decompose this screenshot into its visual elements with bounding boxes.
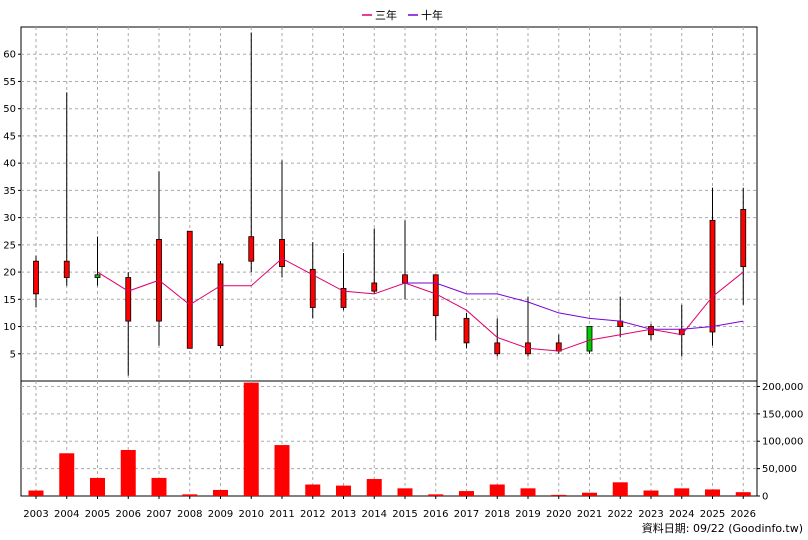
volume-bar (674, 488, 690, 496)
price-tick-label: 45 (3, 131, 16, 142)
candle-body (340, 288, 347, 308)
volume-bar (243, 382, 259, 496)
volume-bar (735, 492, 751, 496)
volume-tick-label: 50,000 (762, 464, 797, 475)
x-tick-label: 2003 (23, 509, 48, 520)
x-tick-label: 2011 (269, 509, 294, 520)
candle-body (709, 219, 716, 333)
volume-bar (336, 485, 351, 496)
price-tick-label: 25 (3, 240, 16, 251)
candle-body (740, 209, 747, 268)
volume-bar (182, 494, 198, 496)
volume-bar (120, 450, 136, 496)
volume-bar (520, 488, 536, 496)
x-tick-label: 2004 (54, 509, 79, 520)
price-panel: 5 10 15 20 25 30 35 40 45 50 55 60 (3, 26, 758, 382)
legend: 三年 十年 (362, 8, 443, 22)
x-tick-label: 2024 (669, 509, 694, 520)
x-tick-label: 2008 (177, 509, 202, 520)
volume-bar (582, 492, 597, 496)
volume-bar (397, 488, 413, 496)
candle-body (648, 326, 654, 336)
x-tick-label: 2010 (239, 509, 264, 520)
volume-bar (151, 477, 167, 496)
volume-plot-frame (20, 380, 758, 497)
legend-entry: 十年 (421, 8, 443, 22)
candle-body (371, 282, 378, 292)
x-tick-label: 2013 (331, 509, 356, 520)
price-tick-label: 60 (3, 50, 16, 61)
volume-tick-label: 100,000 (762, 437, 803, 448)
volume-bar (274, 445, 290, 496)
series-line-three-year (97, 257, 744, 352)
candle-body (279, 238, 285, 268)
volume-bar (305, 484, 321, 496)
volume-panel: 0 50,000 100,000 150,000 200,000 (20, 380, 803, 503)
candle-body (494, 342, 501, 355)
volume-bar (428, 494, 444, 496)
x-tick-label: 2023 (638, 509, 663, 520)
candle-body (248, 236, 255, 262)
x-tick-label: 2017 (454, 509, 479, 520)
candle-body (63, 260, 70, 278)
volume-bar (551, 494, 567, 496)
volume-tick-label: 0 (762, 492, 768, 503)
volume-bar (59, 453, 75, 496)
candle-body (217, 263, 224, 346)
volume-bar (705, 489, 720, 496)
volume-bar (90, 477, 105, 496)
x-tick-label: 2007 (146, 509, 171, 520)
candle-body (586, 326, 593, 352)
price-tick-label: 50 (3, 104, 16, 115)
x-tick-label: 2020 (546, 509, 571, 520)
candle-body (125, 277, 132, 322)
volume-bar (213, 489, 228, 496)
x-tick-label: 2018 (485, 509, 510, 520)
volume-bar (28, 490, 44, 496)
price-plot-frame (20, 26, 758, 382)
price-tick-label: 55 (3, 77, 16, 88)
x-tick-label: 2014 (362, 509, 387, 520)
volume-bar (643, 490, 659, 496)
x-tick-label: 2006 (116, 509, 141, 520)
data-date-footer: 資料日期: 09/22 (Goodinfo.tw) (642, 521, 803, 535)
volume-bar (459, 491, 474, 496)
price-tick-label: 35 (3, 186, 16, 197)
x-tick-label: 2019 (515, 509, 540, 520)
x-tick-label: 2025 (700, 509, 725, 520)
candle-body (555, 342, 562, 352)
candle-body (463, 317, 470, 344)
candle-body (186, 230, 193, 349)
x-tick-label: 2016 (423, 509, 448, 520)
x-tick-label: 2012 (300, 509, 325, 520)
volume-tick-label: 150,000 (762, 409, 803, 420)
price-tick-label: 5 (10, 349, 16, 360)
volume-bar (366, 479, 382, 496)
volume-bar (612, 482, 628, 496)
price-tick-label: 10 (3, 322, 16, 333)
series-line-ten-year (405, 282, 744, 330)
x-tick-label: 2022 (608, 509, 633, 520)
price-tick-label: 30 (3, 213, 16, 224)
price-tick-label: 40 (3, 159, 16, 170)
x-tick-label: 2021 (577, 509, 602, 520)
x-tick-label: 2026 (731, 509, 756, 520)
x-axis: 2003 2004 2005 2006 2007 2008 2009 2010 2011 2012… (23, 496, 756, 520)
x-tick-label: 2015 (392, 509, 417, 520)
volume-tick-label: 200,000 (762, 382, 803, 393)
price-tick-label: 15 (3, 295, 16, 306)
candle-body (33, 260, 39, 295)
candle-body (309, 268, 316, 308)
x-tick-label: 2009 (208, 509, 233, 520)
candle-body (402, 274, 408, 284)
legend-entry: 三年 (375, 8, 397, 22)
candle-body (94, 274, 101, 278)
volume-bar (489, 484, 505, 496)
x-tick-label: 2005 (85, 509, 110, 520)
price-tick-label: 20 (3, 268, 16, 279)
